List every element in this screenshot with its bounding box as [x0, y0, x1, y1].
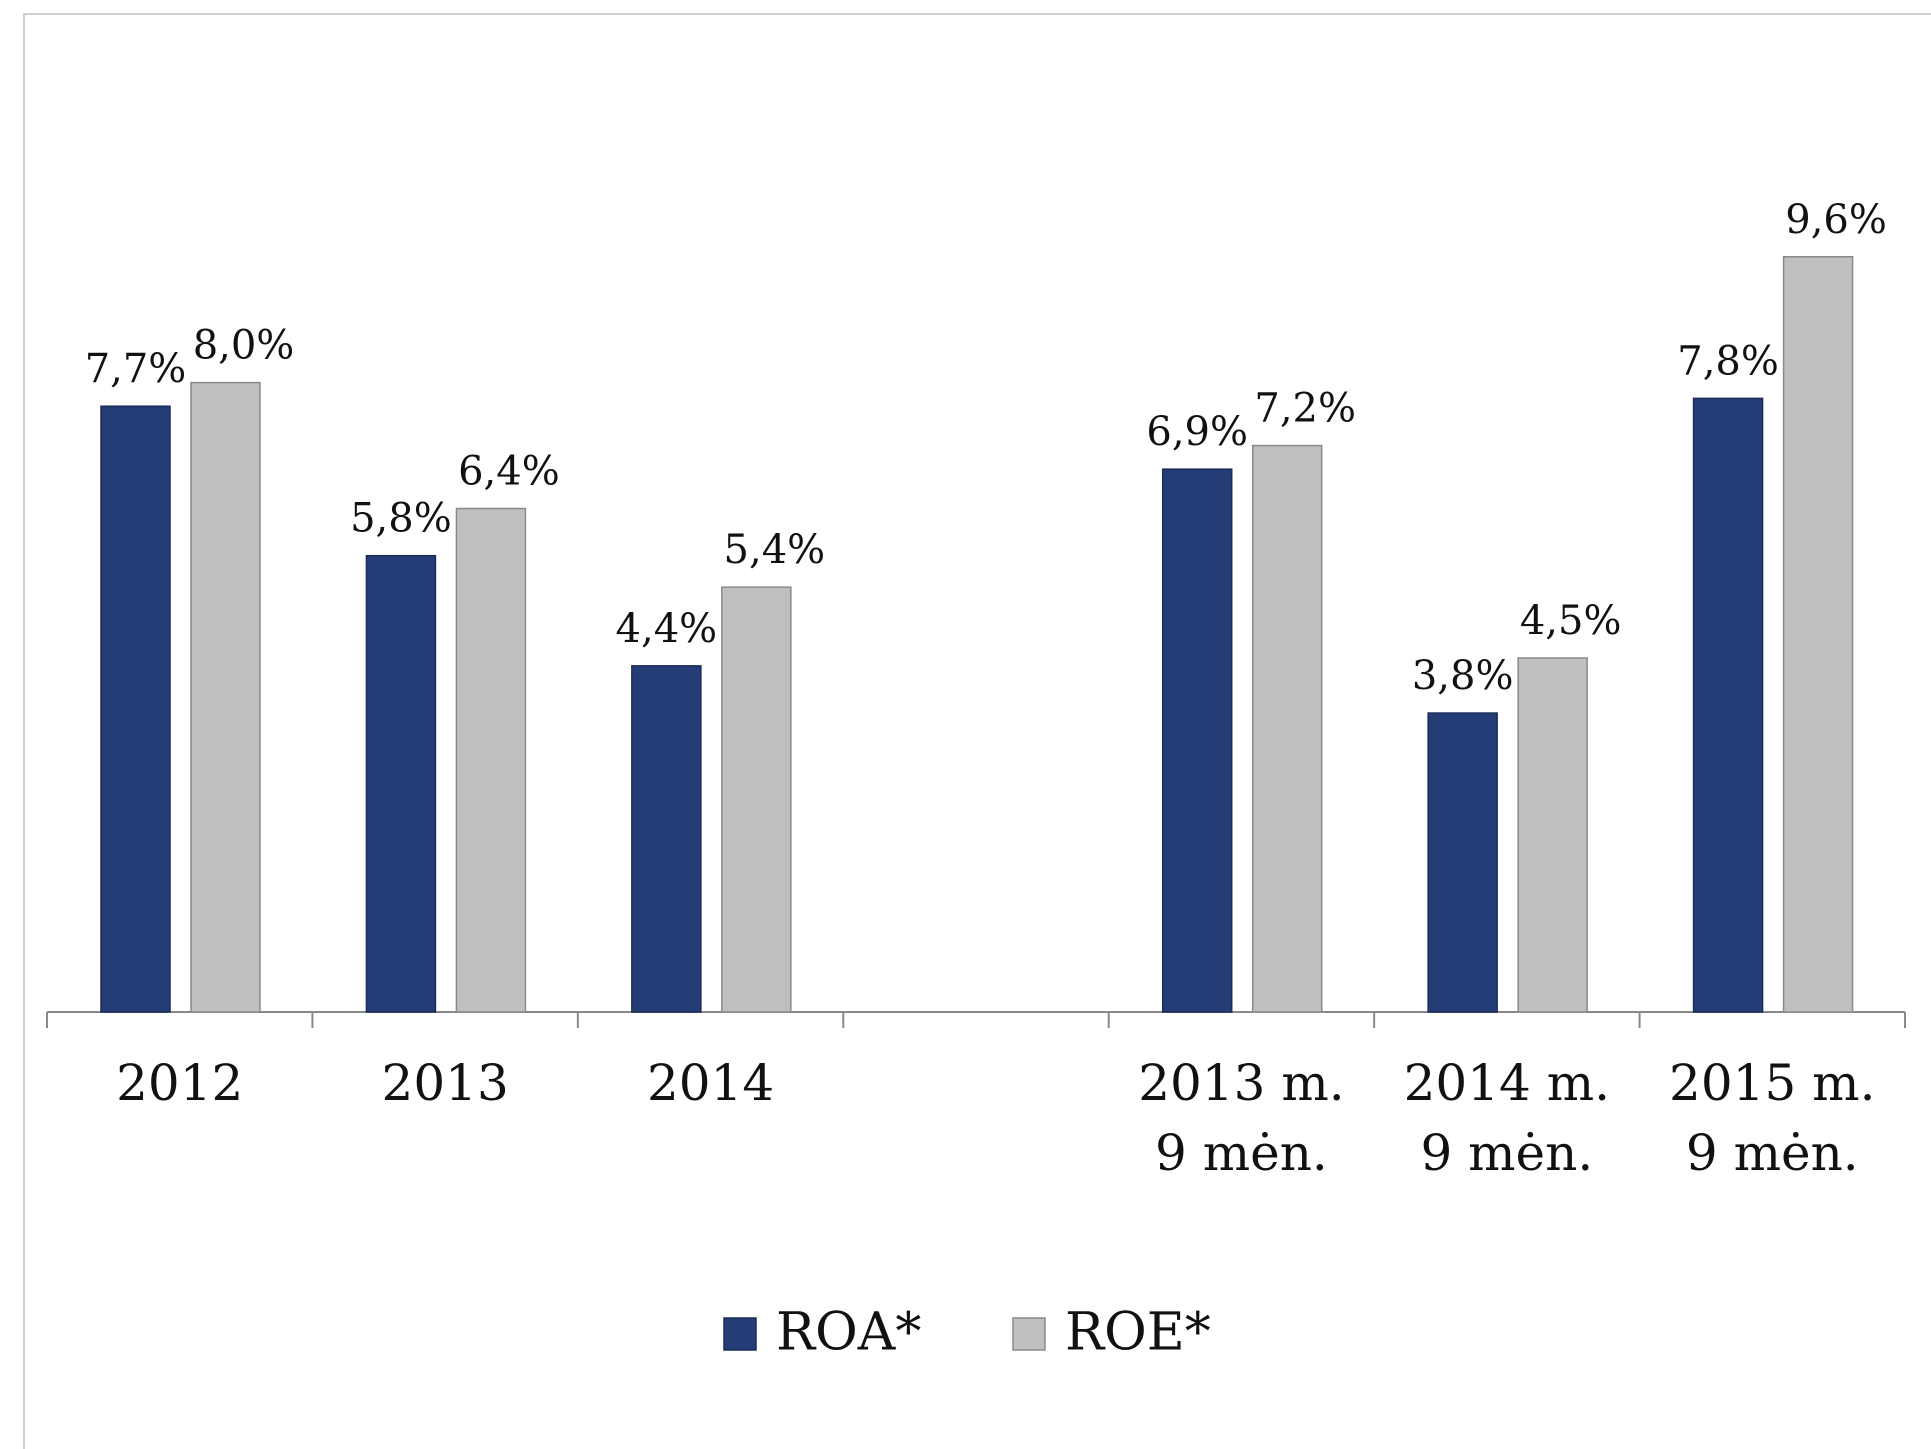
bar	[1517, 657, 1588, 1013]
value-label: 8,0%	[193, 323, 295, 369]
x-tick-label: 2012	[116, 1054, 243, 1112]
value-label: 4,4%	[616, 606, 718, 652]
legend-label: ROE*	[1065, 1303, 1211, 1363]
bar	[1692, 397, 1764, 1013]
value-label: 9,6%	[1785, 197, 1887, 243]
bar	[455, 507, 527, 1013]
bar	[1161, 468, 1233, 1013]
value-label: 6,9%	[1146, 409, 1248, 455]
value-label: 7,8%	[1677, 338, 1779, 384]
value-label: 7,7%	[85, 346, 187, 392]
value-label: 6,4%	[458, 449, 560, 495]
bar	[365, 554, 437, 1013]
x-tick-label: 2015 m.	[1669, 1054, 1875, 1112]
value-label: 3,8%	[1412, 653, 1514, 699]
x-tick-label: 2014	[647, 1054, 774, 1112]
legend-label: ROA*	[776, 1303, 921, 1363]
bar	[631, 665, 702, 1013]
bar	[190, 381, 261, 1013]
x-tick-label: 9 mėn.	[1420, 1124, 1593, 1182]
legend-swatch	[1012, 1317, 1046, 1351]
bar	[721, 586, 792, 1013]
bar	[100, 405, 171, 1013]
value-label: 4,5%	[1520, 598, 1622, 644]
x-tick-label: 9 mėn.	[1155, 1124, 1328, 1182]
bar	[1782, 256, 1854, 1013]
value-label: 7,2%	[1254, 386, 1356, 432]
bar	[1427, 712, 1498, 1013]
x-tick-label: 9 mėn.	[1686, 1124, 1859, 1182]
bar	[1251, 444, 1323, 1013]
x-tick-label: 2013 m.	[1138, 1054, 1344, 1112]
x-tick-label: 2013	[382, 1054, 509, 1112]
value-label: 5,8%	[350, 496, 452, 542]
legend-swatch	[723, 1317, 757, 1351]
chart-frame	[23, 13, 1931, 1449]
x-tick-label: 2014 m.	[1404, 1054, 1610, 1112]
value-label: 5,4%	[724, 527, 826, 573]
